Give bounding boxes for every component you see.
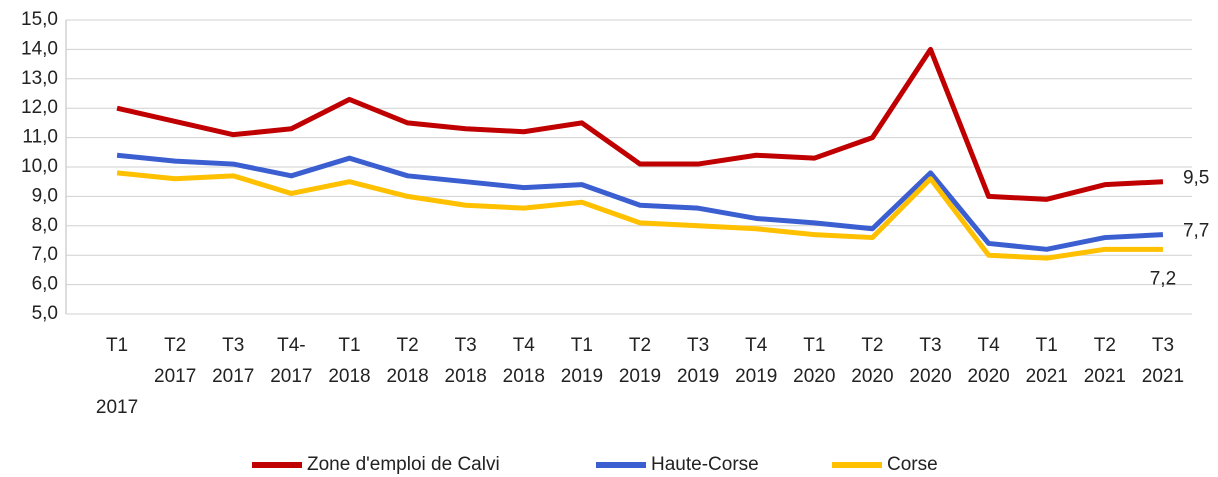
y-tick-label: 11,0 bbox=[22, 127, 58, 148]
x-tick-label: T2 2018 bbox=[386, 335, 428, 387]
tick-line: 2019 bbox=[735, 366, 777, 387]
tick-line: T3 bbox=[222, 335, 244, 356]
tick-line: T4 bbox=[978, 335, 1001, 356]
x-tick-label: T2 2021 bbox=[1084, 335, 1126, 387]
y-tick-label: 15,0 bbox=[21, 9, 58, 30]
tick-line: T3 bbox=[687, 335, 709, 356]
legend-label: Corse bbox=[887, 454, 938, 475]
tick-line: 2019 bbox=[619, 366, 661, 387]
x-tick-label: T4 2019 bbox=[735, 335, 777, 387]
tick-line: 2020 bbox=[793, 366, 835, 387]
tick-line: 2020 bbox=[909, 366, 951, 387]
data-label: 7,7 bbox=[1183, 221, 1209, 242]
x-tick-label: T3 2021 bbox=[1142, 335, 1184, 387]
tick-line: T2 bbox=[396, 335, 418, 356]
x-tick-label: T3 2018 bbox=[445, 335, 487, 387]
tick-line: T2 bbox=[164, 335, 186, 356]
y-tick-label: 7,0 bbox=[32, 244, 58, 265]
x-tick-label: T3 2019 bbox=[677, 335, 719, 387]
x-tick-label: T3 2017 bbox=[212, 335, 254, 387]
tick-line: 2020 bbox=[967, 366, 1009, 387]
x-tick-label: T1 2021 bbox=[1026, 335, 1068, 387]
y-tick-label: 8,0 bbox=[32, 215, 58, 236]
series-line bbox=[116, 46, 1164, 202]
tick-line: 2021 bbox=[1142, 366, 1184, 387]
y-tick-label: 14,0 bbox=[21, 38, 58, 59]
x-tick-label: T1 2019 bbox=[561, 335, 603, 387]
tick-line: T3 bbox=[455, 335, 477, 356]
tick-line: T2 bbox=[1094, 335, 1116, 356]
legend-label: Zone d'emploi de Calvi bbox=[307, 454, 500, 475]
y-tick-label: 10,0 bbox=[21, 156, 58, 177]
tick-line: 2018 bbox=[445, 366, 487, 387]
y-tick-label: 6,0 bbox=[32, 274, 58, 295]
tick-line: T1 bbox=[106, 335, 128, 356]
tick-line: T1 bbox=[1036, 335, 1058, 356]
y-tick-label: 13,0 bbox=[21, 68, 58, 89]
tick-line: 2019 bbox=[561, 366, 603, 387]
legend-label: Haute-Corse bbox=[651, 454, 759, 475]
tick-line: 2017 bbox=[154, 366, 196, 387]
tick-line: 2021 bbox=[1026, 366, 1068, 387]
series-line bbox=[116, 152, 1164, 252]
x-tick-label: T1 2020 bbox=[793, 335, 835, 387]
tick-line: 2017 bbox=[270, 366, 312, 387]
tick-line: 2017 bbox=[212, 366, 254, 387]
y-tick-label: 9,0 bbox=[32, 185, 58, 206]
tick-line: T3 bbox=[1152, 335, 1174, 356]
data-label: 7,2 bbox=[1150, 268, 1176, 289]
y-tick-label: 5,0 bbox=[32, 303, 58, 324]
tick-line: T2 bbox=[629, 335, 651, 356]
tick-line: T3 bbox=[919, 335, 941, 356]
tick-line: T1 bbox=[338, 335, 360, 356]
tick-line: T4 bbox=[745, 335, 768, 356]
tick-line: 2019 bbox=[677, 366, 719, 387]
x-tick-label: T4- 2017 bbox=[270, 335, 312, 387]
x-tick-label: T1 2018 bbox=[328, 335, 370, 387]
tick-line: T4 bbox=[513, 335, 536, 356]
tick-line: T2 bbox=[861, 335, 883, 356]
tick-line: 2020 bbox=[851, 366, 893, 387]
tick-line: T4- bbox=[277, 335, 306, 356]
tick-line: 2018 bbox=[503, 366, 545, 387]
x-tick-label: T4 2020 bbox=[967, 335, 1009, 387]
series-line bbox=[116, 170, 1163, 261]
x-tick-label: T1 2017 bbox=[96, 335, 138, 418]
tick-line: 2018 bbox=[328, 366, 370, 387]
tick-line: 2021 bbox=[1084, 366, 1126, 387]
x-tick-label: T2 2019 bbox=[619, 335, 661, 387]
tick-line: 2018 bbox=[386, 366, 428, 387]
x-tick-label: T2 2020 bbox=[851, 335, 893, 387]
tick-line: T1 bbox=[803, 335, 825, 356]
tick-line: T1 bbox=[571, 335, 593, 356]
x-tick-label: T3 2020 bbox=[909, 335, 951, 387]
x-tick-label: T4 2018 bbox=[503, 335, 545, 387]
tick-line: 2017 bbox=[96, 397, 138, 418]
y-tick-label: 12,0 bbox=[21, 97, 58, 118]
x-tick-label: T2 2017 bbox=[154, 335, 196, 387]
data-label: 9,5 bbox=[1183, 168, 1209, 189]
